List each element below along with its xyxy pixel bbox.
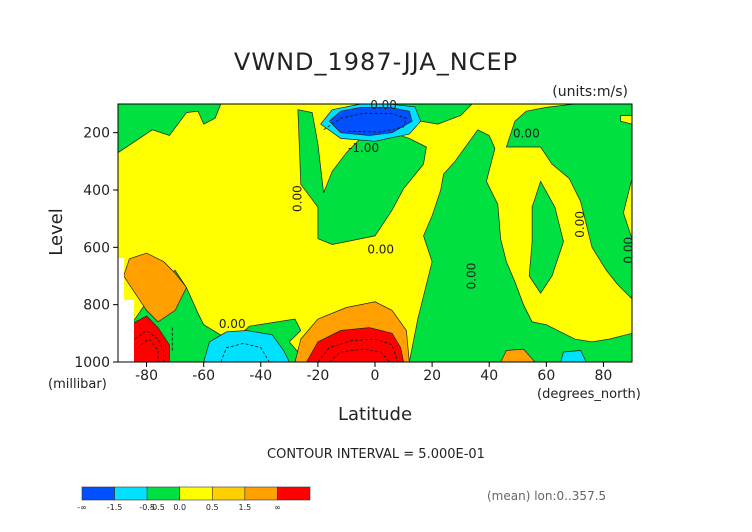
- colorbar-tick-label: -∞: [77, 503, 87, 512]
- y-tick-label: 600: [83, 240, 110, 256]
- missing-data-area: [118, 300, 134, 362]
- chart-title: VWND_1987-JJA_NCEP: [234, 48, 518, 76]
- y-tick-label: 400: [83, 183, 110, 199]
- contour-region-pos15: [306, 327, 404, 362]
- x-tick-label: 20: [423, 368, 441, 384]
- contour-region-neg15: [328, 107, 413, 136]
- contour-line: [317, 338, 399, 362]
- contour-region-neg: [118, 104, 222, 154]
- colorbar-swatch: [277, 486, 311, 501]
- contour-label: 0.00: [219, 317, 246, 331]
- colorbar-label: -0.5: [149, 503, 165, 512]
- y-axis-title: Level: [46, 208, 67, 256]
- contour-interval-label: CONTOUR INTERVAL = 5.000E-01: [267, 447, 485, 462]
- contour-label: 0.00: [367, 243, 394, 257]
- x-axis: -80 -60 -40 -20 0 20 40 60 80: [135, 362, 612, 384]
- contour-lines: [134, 112, 407, 362]
- x-tick-label: -40: [249, 368, 272, 384]
- x-tick-label: 0: [371, 368, 380, 384]
- y-axis: 200 400 600 800 1000: [74, 126, 118, 371]
- colorbar-tick-label: 0.5: [206, 503, 219, 512]
- contour-region-pos1: [500, 348, 536, 362]
- contour-line: [140, 338, 159, 362]
- y-tick-label: 200: [83, 126, 110, 142]
- contour-label: 0.00: [573, 211, 587, 238]
- colorbar-swatch: [81, 486, 115, 501]
- x-tick-label: -20: [306, 368, 329, 384]
- x-axis-title: Latitude: [338, 404, 412, 425]
- x-unit-label: (degrees_north): [537, 387, 641, 402]
- x-tick-label: -80: [135, 368, 158, 384]
- colorbar-tick-label: 1.5: [238, 503, 251, 512]
- x-tick-label: -60: [192, 368, 215, 384]
- y-tick-label: 800: [83, 298, 110, 314]
- contour-label: -1.00: [348, 141, 379, 155]
- colorbar-swatch: [244, 486, 278, 501]
- plot-area: [118, 104, 632, 362]
- colorbar-tick-label: -1.5: [107, 503, 123, 512]
- contour-line: [220, 342, 270, 362]
- contour-region-neg: [297, 109, 427, 245]
- contour-line: [329, 348, 390, 362]
- contour-region-neg: [528, 180, 564, 294]
- units-label: (units:m/s): [552, 84, 628, 100]
- contour-regions: [118, 104, 632, 362]
- colorbar-tick-label: -0.5: [139, 503, 155, 512]
- contour-label: 0.00: [513, 127, 540, 141]
- colorbar-swatch: [114, 486, 148, 501]
- mean-note: (mean) lon:0..357.5: [487, 489, 606, 503]
- colorbar-tick-label: 0.0: [173, 503, 186, 512]
- contour-line: [323, 112, 407, 133]
- contour-label: 0.00: [290, 185, 304, 212]
- contour-region-neg: [505, 104, 632, 300]
- contour-region-neg1: [560, 350, 587, 362]
- colorbar-swatch: [179, 486, 213, 501]
- contour-region-neg1: [203, 330, 290, 362]
- colorbar: -∞ -1.5 -0.5 0.0 0.5 1.5 ∞: [77, 486, 311, 512]
- contour-region-neg: [408, 129, 632, 362]
- x-tick-label: 60: [537, 368, 555, 384]
- contour-label: 0.00: [370, 98, 397, 112]
- x-tick-label: 40: [480, 368, 498, 384]
- x-tick-label: 80: [595, 368, 613, 384]
- y-tick-label: 1000: [74, 355, 110, 371]
- y-unit-label: (millibar): [48, 377, 107, 392]
- colorbar-swatch: [211, 486, 246, 501]
- colorbar-swatch: [146, 486, 181, 501]
- contour-region-pos1: [123, 252, 187, 323]
- contour-line: [134, 329, 165, 362]
- contour-label: 0.00: [622, 237, 636, 264]
- contour-labels: 0.00 0.00 -1.00 0.00 0.00 0.00 0.00 0.00 0.00: [219, 98, 636, 331]
- contour-label: 0.00: [465, 263, 479, 290]
- colorbar-tick-label: ∞: [274, 503, 281, 512]
